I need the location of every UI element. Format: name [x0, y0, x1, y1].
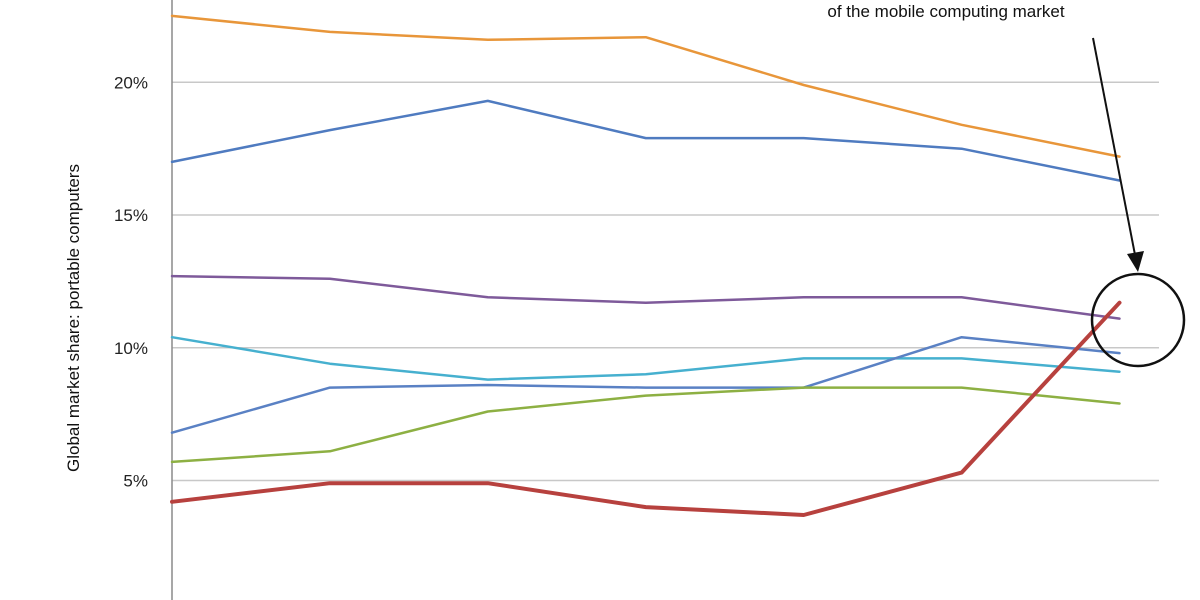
annotation-circle [1090, 272, 1186, 368]
series-line-5 [170, 335, 1121, 434]
annotation-arrow [1092, 37, 1137, 261]
series-line-7 [170, 300, 1122, 517]
gridlines [172, 81, 1159, 482]
series-lines [170, 14, 1122, 517]
y-tick-label: 10% [114, 339, 148, 358]
y-tick-label: 5% [123, 472, 148, 491]
series-line-3 [170, 274, 1121, 320]
series-line-4 [170, 335, 1121, 381]
annotation: of the mobile computing market [827, 2, 1186, 368]
series-line-1 [170, 14, 1121, 158]
series-line-2 [170, 99, 1121, 182]
annotation-arrowhead [1127, 251, 1144, 272]
y-tick-label: 20% [114, 73, 148, 92]
y-tick-label: 15% [114, 206, 148, 225]
y-tick-labels: 5% 10% 15% 20% [114, 73, 148, 490]
series-line-6 [170, 386, 1121, 464]
annotation-text: of the mobile computing market [827, 2, 1064, 21]
y-axis-title: Global market share: portable computers [64, 164, 83, 472]
